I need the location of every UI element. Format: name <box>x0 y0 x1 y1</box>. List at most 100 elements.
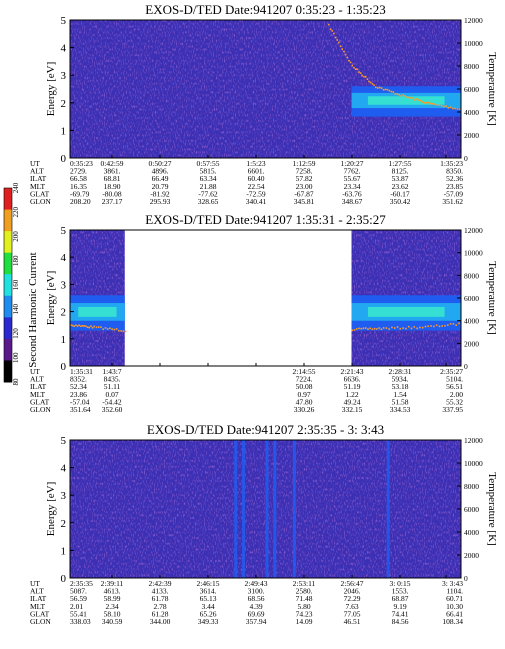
orbit-value: 60.40 <box>248 174 265 183</box>
orbit-value: 58.10 <box>104 609 121 618</box>
temperature-point <box>80 325 82 327</box>
orbit-row-label: GLAT <box>30 609 50 618</box>
orbit-value: 351.64 <box>70 405 91 414</box>
orbit-row-label: UT <box>30 579 40 588</box>
temperature-point <box>78 324 80 327</box>
colorbar-label: Second Harmonic Current <box>27 252 39 367</box>
colorbar-tick-label: 80 <box>12 378 20 386</box>
orbit-value: 63.34 <box>200 174 217 183</box>
orbit-value: -63.76 <box>342 189 362 198</box>
temperature-point <box>95 326 98 329</box>
orbit-value: 51.11 <box>104 382 121 391</box>
orbit-value: 84.56 <box>392 617 409 626</box>
temperature-point <box>341 48 344 50</box>
temperature-point <box>396 326 399 328</box>
temperature-point <box>115 328 118 330</box>
y2-tick-label: 2000 <box>464 131 479 140</box>
orbit-table: UT 1:35:31 1:43:7 2:14:55 2:21:43 2:28:31 2:35… <box>30 367 463 414</box>
orbit-value: 345.81 <box>294 197 315 206</box>
orbit-value: 208.20 <box>70 197 91 206</box>
temperature-point <box>346 56 349 59</box>
orbit-value: 2:39:11 <box>101 579 124 588</box>
y2-tick-label: 12000 <box>464 226 483 235</box>
temperature-point <box>447 107 450 109</box>
orbit-value: 2:56:47 <box>341 579 364 588</box>
orbit-value: 46.51 <box>344 617 361 626</box>
orbit-row-label: MLT <box>30 390 46 399</box>
orbit-value: 51.58 <box>392 397 409 406</box>
temperature-point <box>408 96 410 99</box>
colorbar-segment <box>4 360 12 383</box>
colorbar-tick-label: 140 <box>12 304 20 315</box>
orbit-value: 1:27:55 <box>389 159 412 168</box>
orbit-value: 66.49 <box>152 174 169 183</box>
temperature-point <box>412 97 414 99</box>
orbit-value: 330.26 <box>294 405 315 414</box>
temperature-point <box>456 108 459 110</box>
temperature-point <box>124 330 127 333</box>
temperature-point <box>393 327 396 329</box>
orbit-value: 68.87 <box>392 594 409 603</box>
orbit-value: 0:50:27 <box>149 159 172 168</box>
y2-tick-label: 2000 <box>464 339 479 348</box>
y-tick-label: 1 <box>61 125 67 137</box>
orbit-value: 4613. <box>104 587 121 596</box>
y2-tick-label: 10000 <box>464 39 483 48</box>
y-axis-label: Energy [eV] <box>45 271 57 325</box>
orbit-value: 2046. <box>344 587 361 596</box>
colorbar-tick-label: 160 <box>12 279 20 290</box>
orbit-value: 1:35:23 <box>440 159 463 168</box>
y2-tick-label: 0 <box>464 574 468 583</box>
temperature-point <box>83 325 86 327</box>
orbit-row-label: GLAT <box>30 397 50 406</box>
y-tick-label: 0 <box>61 361 67 373</box>
temperature-point <box>93 325 96 328</box>
orbit-row-label: MLT <box>30 602 46 611</box>
orbit-row-label: GLON <box>30 617 51 626</box>
band-core <box>367 306 445 317</box>
orbit-value: 57.82 <box>296 174 313 183</box>
y-tick-label: 3 <box>61 490 67 502</box>
temperature-point <box>410 327 413 330</box>
y2-tick-label: 6000 <box>464 505 479 514</box>
orbit-value: 66.41 <box>446 609 463 618</box>
orbit-value: 47.80 <box>296 397 313 406</box>
y2-tick-label: 10000 <box>464 459 483 468</box>
temperature-point <box>380 87 383 89</box>
y2-axis-label: Temperature [K] <box>486 472 498 545</box>
temperature-point <box>363 75 365 78</box>
spectrogram-panel-1: EXOS-D/TED Date:941207 0:35:23 - 1:35:23… <box>30 2 498 206</box>
orbit-value: 5934. <box>392 375 409 384</box>
orbit-value: -60.17 <box>390 189 410 198</box>
temperature-point <box>334 36 337 39</box>
temperature-point <box>385 327 388 329</box>
orbit-value: 0:35:23 <box>70 159 93 168</box>
band-core <box>78 306 117 317</box>
orbit-value: 56.59 <box>70 594 87 603</box>
temperature-point <box>404 95 406 97</box>
colorbar: 80 100 120 140 160 180 200 220 240 Second Harmoni… <box>3 182 39 386</box>
orbit-value: 55.41 <box>70 609 87 618</box>
orbit-value: 1:35:31 <box>70 367 93 376</box>
y-tick-label: 3 <box>61 70 67 82</box>
temperature-point <box>438 104 441 106</box>
temperature-point <box>449 106 452 109</box>
y-tick-label: 2 <box>61 518 67 530</box>
orbit-value: 4.39 <box>249 602 262 611</box>
y-tick-label: 4 <box>61 43 67 55</box>
temperature-point <box>455 324 458 326</box>
orbit-value: 7258. <box>296 167 313 176</box>
orbit-value: 65.26 <box>200 609 217 618</box>
temperature-point <box>338 41 340 44</box>
temperature-point <box>424 325 427 328</box>
temperature-point <box>390 90 393 93</box>
orbit-value: 295.93 <box>150 197 171 206</box>
temperature-point <box>358 327 360 330</box>
temperature-point <box>343 50 345 53</box>
orbit-value: 2:49:43 <box>245 579 268 588</box>
panel-title: EXOS-D/TED Date:941207 2:35:35 - 3: 3:43 <box>147 422 384 437</box>
temperature-point <box>413 326 416 328</box>
orbit-value: 348.67 <box>342 197 363 206</box>
temperature-point <box>416 98 418 100</box>
